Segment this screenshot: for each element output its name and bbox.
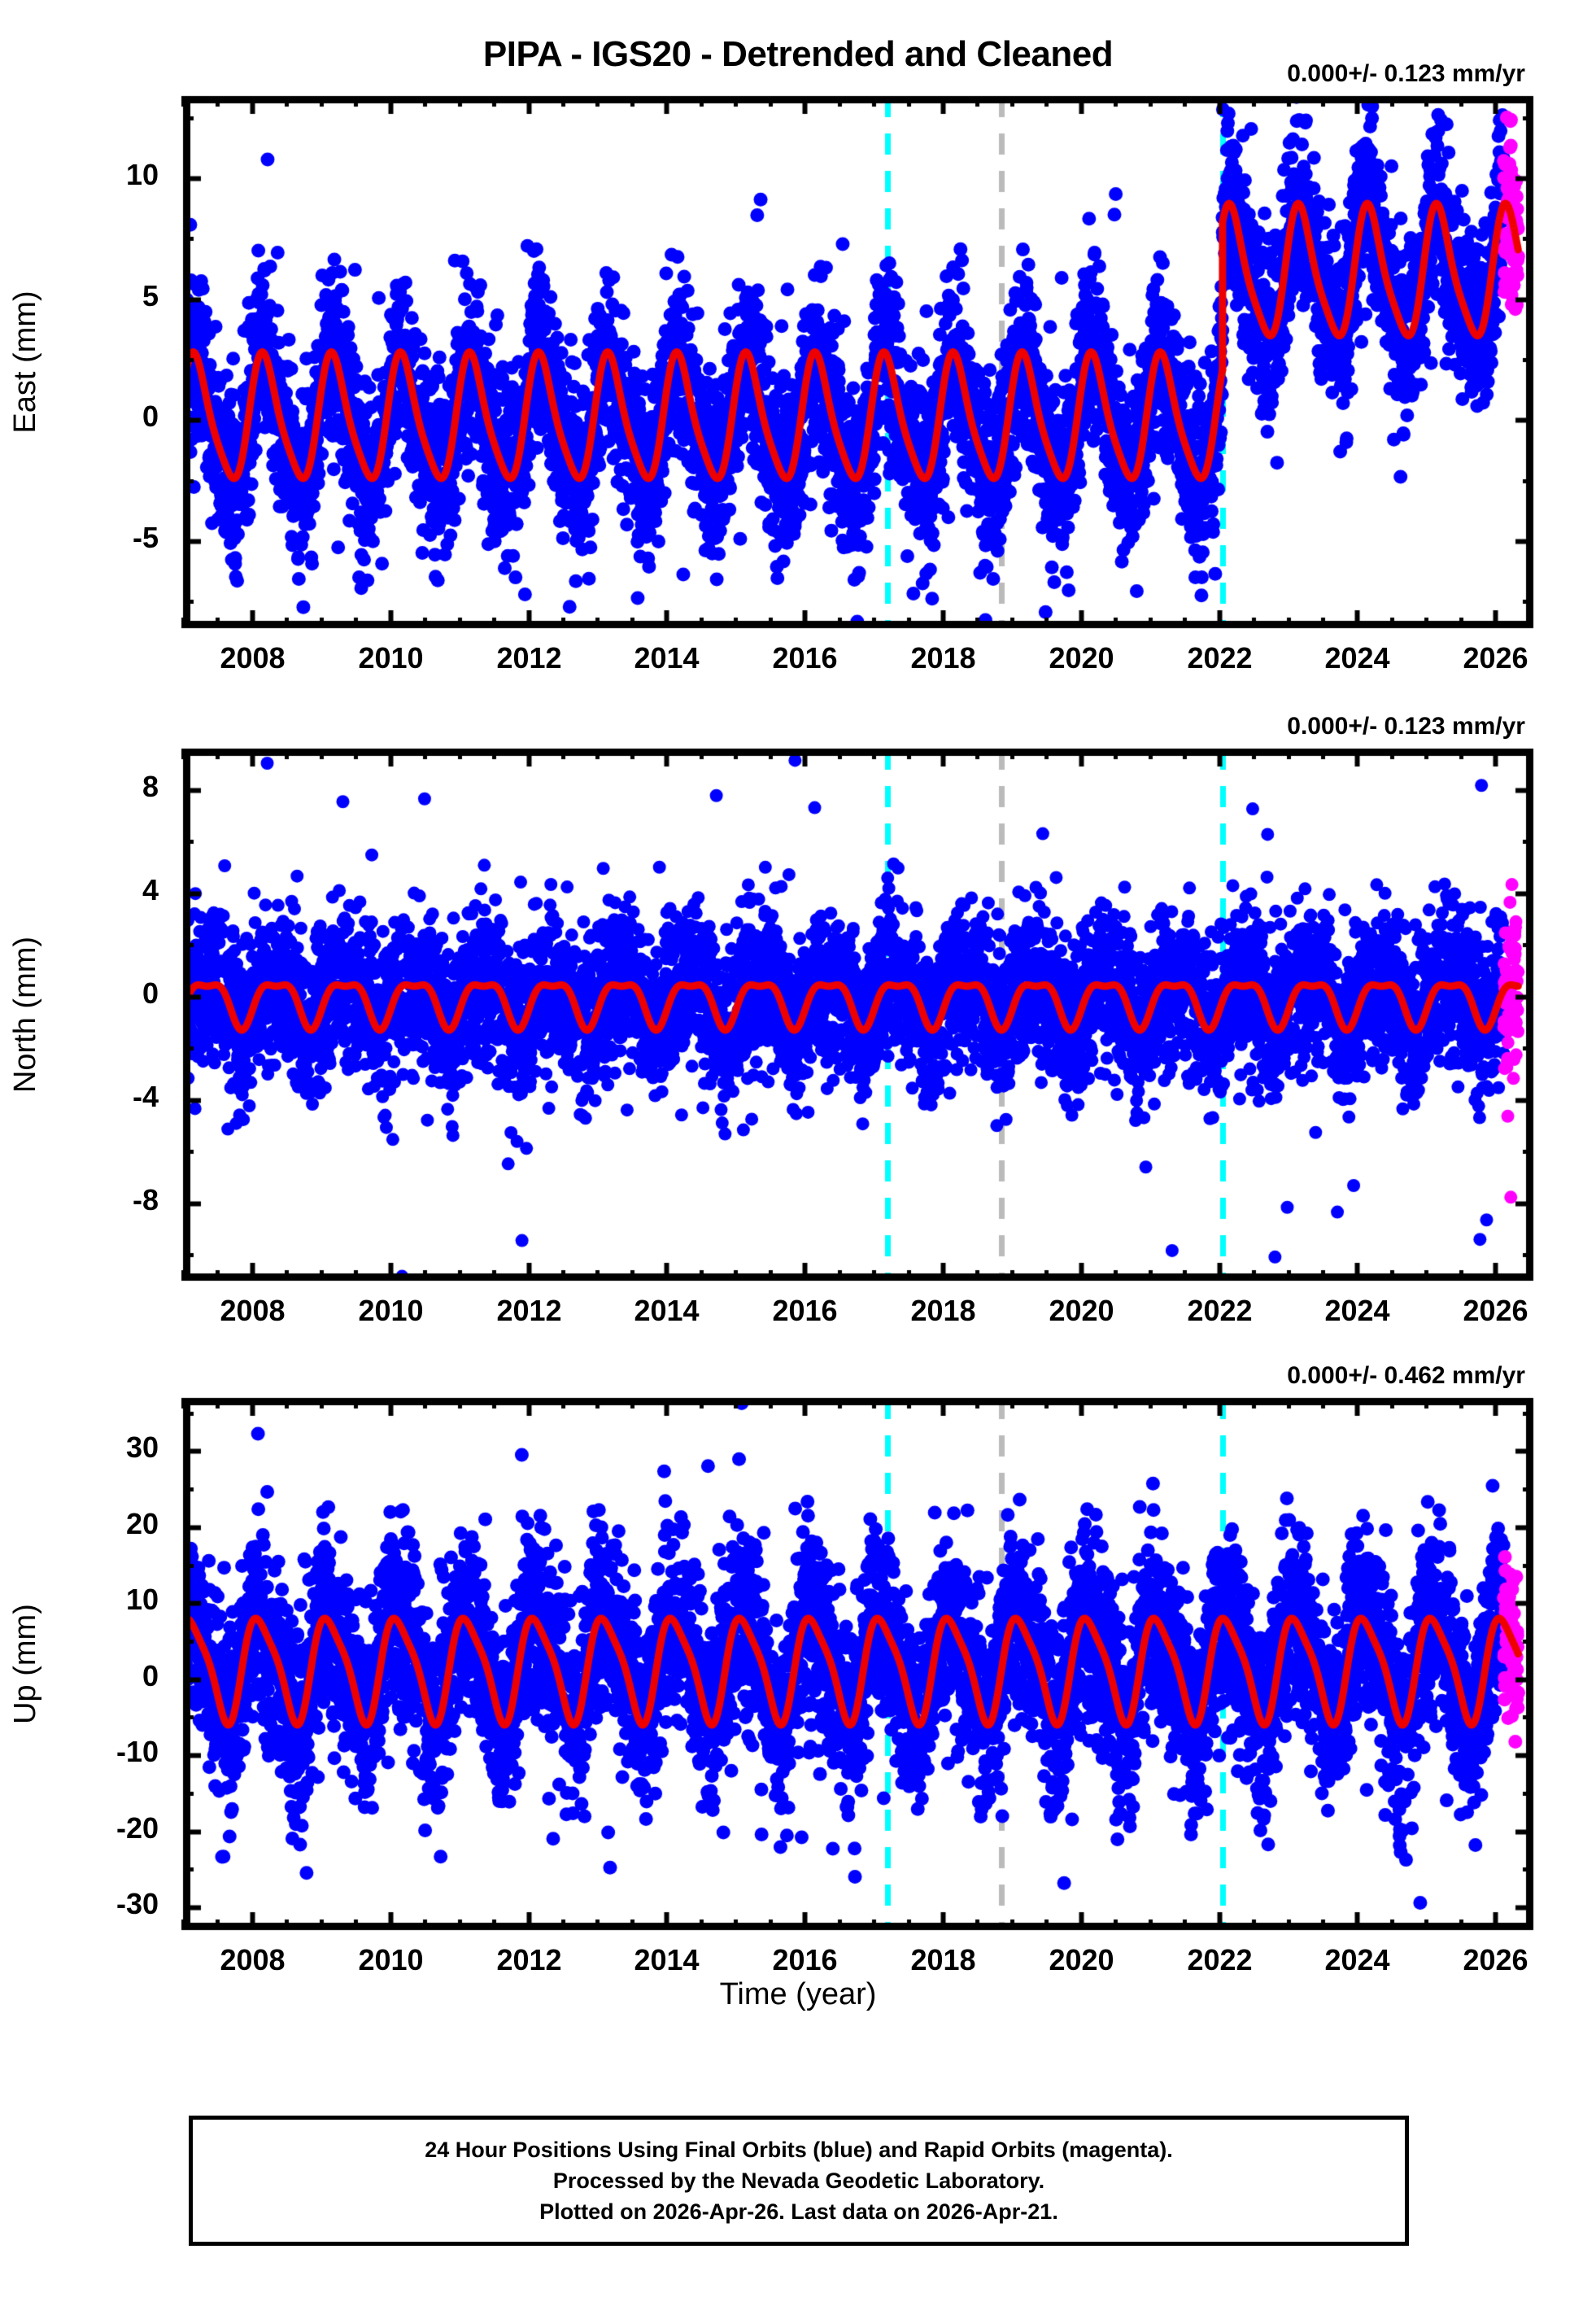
caption-box: 24 Hour Positions Using Final Orbits (bl… (189, 2116, 1409, 2246)
caption-line-dates: Plotted on 2026-Apr-26. Last data on 202… (539, 2199, 1058, 2225)
caption-line-processor: Processed by the Nevada Geodetic Laborat… (552, 2168, 1045, 2193)
caption-line-orbits: 24 Hour Positions Using Final Orbits (bl… (425, 2137, 1173, 2162)
